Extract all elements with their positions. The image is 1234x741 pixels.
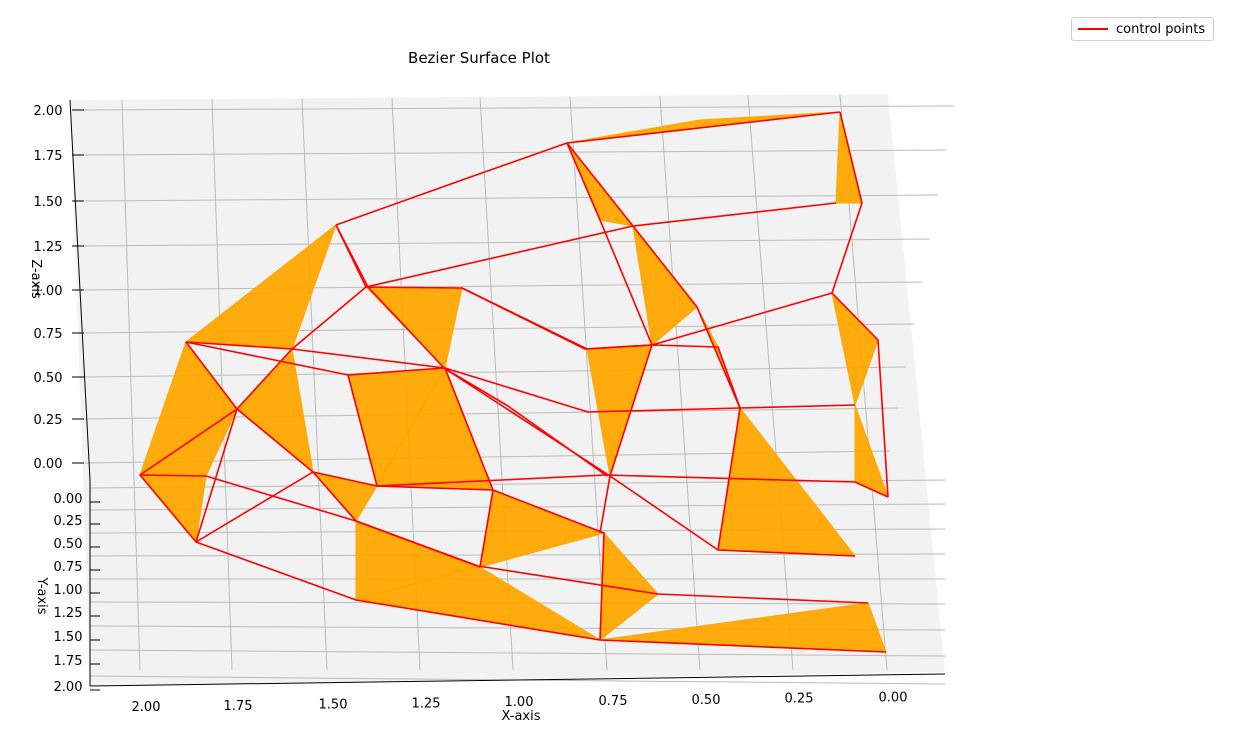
x-tick-label: 1.75 <box>224 699 253 714</box>
y-tick-label: 1.25 <box>54 606 83 621</box>
grid-line-x <box>569 96 608 671</box>
grid-line-y <box>89 649 946 657</box>
grid-line-z <box>84 281 923 291</box>
x-tick-label: 1.50 <box>319 698 348 713</box>
legend-swatch-control-points <box>1078 28 1108 30</box>
z-tick-label: 1.75 <box>34 149 63 164</box>
control-polyline <box>566 142 741 551</box>
x-tick-label: 0.00 <box>879 690 908 705</box>
y-tick-label: 1.00 <box>54 583 83 598</box>
z-tick-label: 0.75 <box>34 327 63 342</box>
y-tick-label: 1.50 <box>54 630 83 645</box>
grid-line-z <box>84 149 947 156</box>
x-tick-label: 0.75 <box>599 694 628 709</box>
z-axis-title: Z-axis <box>28 259 43 299</box>
x-axis-line <box>89 673 946 687</box>
control-polyline <box>195 471 481 568</box>
y-tick-label: 1.75 <box>54 654 83 669</box>
z-tick-label: 0.00 <box>34 457 63 472</box>
y-tick-label: 0.00 <box>54 492 83 507</box>
y-axis-title: Y-axis <box>34 576 49 614</box>
y-tick-label: 2.00 <box>54 680 83 695</box>
grid-line-z <box>84 238 931 247</box>
z-tick-label: 0.50 <box>34 371 63 386</box>
x-tick-label: 1.25 <box>412 696 441 711</box>
legend-label-control-points: control points <box>1116 21 1206 37</box>
z-tick-label: 1.00 <box>34 284 63 299</box>
control-polyline <box>831 111 889 498</box>
z-tick-label: 1.25 <box>34 240 63 255</box>
grid-line-y <box>89 479 946 489</box>
x-axis-title: X-axis <box>502 709 541 724</box>
z-tick-label: 0.25 <box>34 413 63 428</box>
grid-line-x <box>211 99 233 671</box>
grid-line-z <box>84 194 939 202</box>
control-polyline <box>236 202 837 410</box>
chart-title: Bezier Surface Plot <box>408 49 550 67</box>
grid-line-z <box>84 105 955 111</box>
y-tick-label: 0.25 <box>54 514 83 529</box>
control-polyline <box>566 142 653 534</box>
y-tick-label: 0.75 <box>54 560 83 575</box>
z-tick-label: 1.50 <box>34 195 63 210</box>
control-polyline <box>335 224 608 477</box>
grid-line-x <box>301 98 328 671</box>
x-tick-label: 0.50 <box>692 693 721 708</box>
grid-line-z <box>84 366 907 378</box>
x-tick-label: 1.00 <box>505 695 534 710</box>
control-polyline <box>444 367 494 568</box>
control-point-lines <box>139 111 889 653</box>
control-polyline <box>185 341 856 413</box>
control-polyline <box>185 341 238 543</box>
tick-labels: 0.00 0.25 0.50 0.75 1.00 1.25 1.50 1.75 2.00 0.00… <box>34 104 908 715</box>
grid-line-x <box>747 95 794 671</box>
control-polyline <box>139 474 887 653</box>
x-tick-label: 0.25 <box>785 692 814 707</box>
z-tick-label: 2.00 <box>34 104 63 119</box>
control-polyline <box>335 111 841 226</box>
legend: control points <box>1071 17 1214 41</box>
grid-line-x <box>659 95 701 671</box>
x-tick-label: 2.00 <box>132 700 161 715</box>
grid-line-x <box>121 99 141 671</box>
y-tick-label: 0.50 <box>54 537 83 552</box>
control-polyline <box>185 341 856 557</box>
